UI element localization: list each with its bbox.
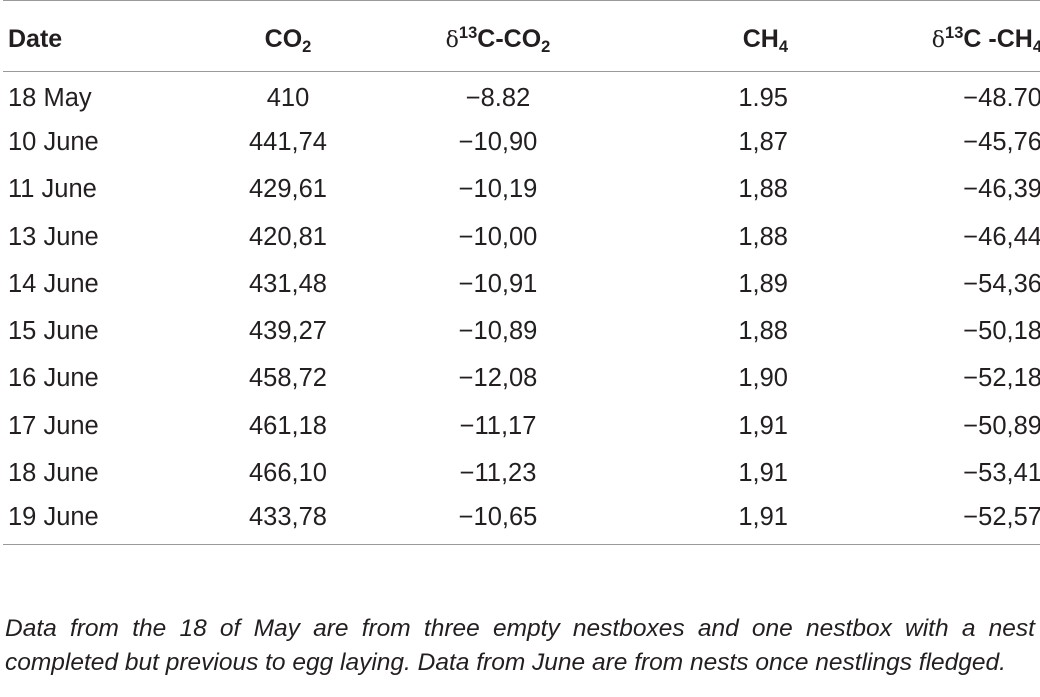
cell-co2: 433,78 [208, 497, 368, 545]
header-co2-base: CO [264, 24, 303, 53]
header-row: Date CO2 δ13C-CO2 CH4 δ13C -CH4 [3, 0, 1040, 72]
table-header: Date CO2 δ13C-CO2 CH4 δ13C -CH4 [3, 0, 1040, 72]
header-d13c-co2-superscript: 13 [458, 23, 478, 42]
cell-date: 10 June [8, 127, 99, 156]
cell-ch4: 1,91 [738, 459, 788, 488]
cell-co2: 458,72 [249, 364, 327, 393]
cell-date: 19 June [3, 497, 208, 545]
header-d13c-ch4-superscript: 13 [945, 23, 964, 42]
cell-d13c-ch4: −50,89 [963, 411, 1040, 440]
cell-ch4: 1,89 [738, 269, 788, 298]
cell-d13c-ch4: −52,18 [963, 364, 1040, 393]
table-row: 18 June 466,10 −11,23 1,91 −53,41 [3, 450, 1040, 497]
cell-ch4: 1,87 [738, 127, 788, 156]
cell-co2: 466,10 [249, 459, 327, 488]
header-d13c-ch4-subscript: 4 [1032, 37, 1040, 56]
header-d13c-co2-delta: δ [445, 27, 459, 53]
cell-date: 17 June [8, 411, 99, 440]
header-d13c-ch4: δ13C -CH4 [788, 0, 1040, 72]
cell-d13c-ch4: −46,39 [963, 175, 1040, 204]
table-row: 10 June 441,74 −10,90 1,87 −45,76 [3, 119, 1040, 166]
cell-date: 15 June [8, 317, 99, 346]
cell-d13c-ch4: −54,36 [963, 269, 1040, 298]
cell-date: 14 June [8, 269, 99, 298]
cell-d13c-ch4: −48.70 [963, 83, 1040, 112]
cell-co2: 410 [266, 83, 310, 112]
header-d13c-co2-base: C-CO [477, 24, 542, 53]
header-co2: CO2 [208, 0, 368, 72]
gas-measurements-table: Date CO2 δ13C-CO2 CH4 δ13C -CH4 18 May 4… [3, 0, 1040, 545]
cell-d13c-ch4: −52,57 [788, 497, 1040, 545]
header-date-label: Date [8, 24, 63, 53]
cell-d13c-ch4: −50,18 [963, 317, 1040, 346]
table-row: 15 June 439,27 −10,89 1,88 −50,18 [3, 308, 1040, 355]
cell-ch4: 1,88 [738, 222, 788, 251]
header-d13c-ch4-base: C -CH [963, 24, 1033, 53]
cell-d13c-co2: −10,89 [458, 317, 538, 346]
cell-date: 18 May [8, 83, 92, 112]
table-row: 17 June 461,18 −11,17 1,91 −50,89 [3, 403, 1040, 450]
header-co2-subscript: 2 [302, 37, 312, 56]
cell-date: 11 June [8, 175, 97, 204]
data-table-container: Date CO2 δ13C-CO2 CH4 δ13C -CH4 18 May 4… [3, 0, 1040, 545]
cell-ch4: 1.95 [738, 83, 788, 112]
cell-date: 13 June [8, 222, 99, 251]
cell-co2: 441,74 [249, 127, 327, 156]
cell-d13c-ch4: −53,41 [963, 459, 1040, 488]
cell-d13c-co2: −11,23 [459, 459, 537, 488]
cell-co2: 429,61 [249, 175, 327, 204]
cell-d13c-co2: −8.82 [465, 83, 531, 112]
cell-d13c-ch4: −46,44 [963, 222, 1040, 251]
cell-d13c-co2: −10,90 [458, 127, 538, 156]
cell-d13c-co2: −12,08 [458, 364, 538, 393]
cell-ch4: 1,91 [738, 411, 788, 440]
table-row: 14 June 431,48 −10,91 1,89 −54,36 [3, 261, 1040, 308]
table-row: 16 June 458,72 −12,08 1,90 −52,18 [3, 355, 1040, 402]
table-footnote: Data from the 18 of May are from three e… [5, 614, 1035, 677]
cell-d13c-co2: −10,65 [368, 497, 628, 545]
cell-ch4: 1,90 [738, 364, 788, 393]
header-ch4-subscript: 4 [778, 37, 788, 56]
header-date: Date [3, 0, 208, 72]
header-d13c-co2-subscript: 2 [541, 37, 551, 56]
header-ch4: CH4 [628, 0, 788, 72]
cell-co2: 431,48 [249, 269, 327, 298]
table-body: 18 May 410 −8.82 1.95 −48.70 10 June 441… [3, 72, 1040, 545]
cell-ch4: 1,88 [738, 175, 788, 204]
cell-d13c-co2: −11,17 [459, 411, 537, 440]
cell-co2: 420,81 [249, 222, 327, 251]
table-row: 18 May 410 −8.82 1.95 −48.70 [3, 72, 1040, 119]
cell-co2: 439,27 [249, 317, 327, 346]
cell-ch4: 1,88 [738, 317, 788, 346]
cell-co2: 461,18 [249, 411, 327, 440]
table-row: 13 June 420,81 −10,00 1,88 −46,44 [3, 213, 1040, 260]
cell-d13c-co2: −10,19 [458, 175, 538, 204]
cell-d13c-co2: −10,91 [458, 269, 538, 298]
header-ch4-base: CH [742, 24, 779, 53]
cell-date: 18 June [8, 459, 99, 488]
cell-ch4: 1,91 [628, 497, 788, 545]
cell-date: 16 June [8, 364, 99, 393]
table-row: 11 June 429,61 −10,19 1,88 −46,39 [3, 166, 1040, 213]
cell-d13c-ch4: −45,76 [963, 127, 1040, 156]
header-d13c-co2: δ13C-CO2 [368, 0, 628, 72]
cell-d13c-co2: −10,00 [458, 222, 538, 251]
header-d13c-ch4-delta: δ [931, 27, 946, 53]
table-row: 19 June 433,78 −10,65 1,91 −52,57 [3, 497, 1040, 545]
